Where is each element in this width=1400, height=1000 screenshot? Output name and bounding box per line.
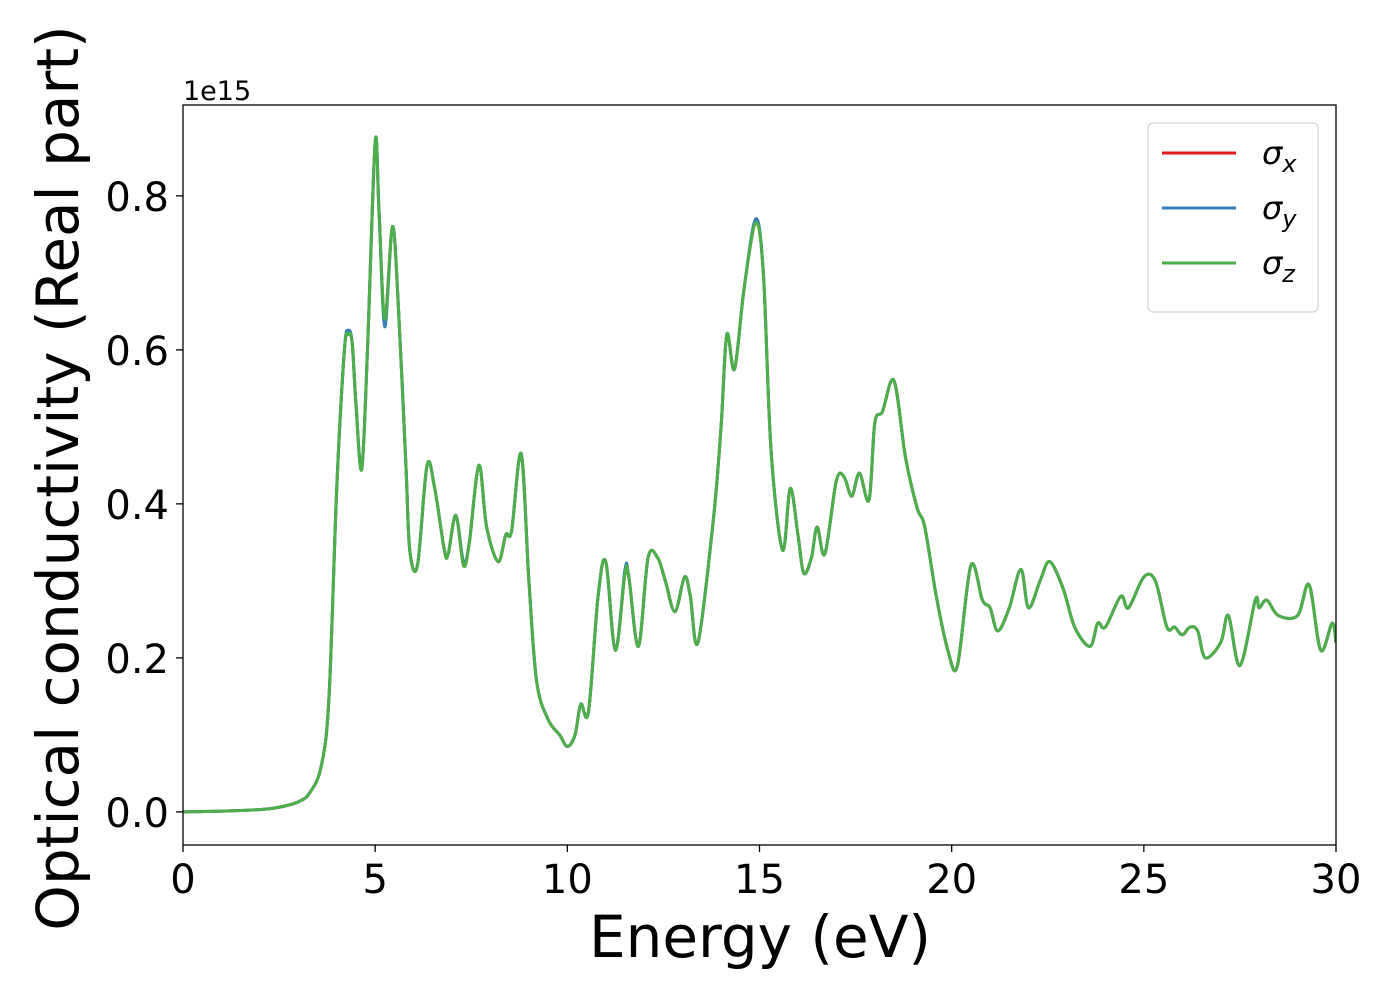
plot-frame [182,104,1337,846]
x-tick-label: 5 [362,857,387,903]
legend-label: σy [1262,189,1297,233]
legend-label: σx [1262,134,1297,178]
x-tick-label: 20 [926,857,977,903]
y-offset-label: 1e15 [183,76,251,107]
x-tick-label: 10 [542,857,593,903]
x-tick-label: 0 [170,857,195,903]
x-tick-label: 25 [1118,857,1169,903]
y-tick-label: 0.2 [105,637,169,683]
y-tick-label: 0.0 [105,791,169,837]
legend-box [1147,122,1319,313]
x-tick-label: 30 [1311,857,1362,903]
y-tick-label: 0.4 [105,483,169,529]
x-tick-label: 15 [734,857,785,903]
x-axis-label: Energy (eV) [589,903,931,971]
y-tick-label: 0.6 [105,329,169,375]
legend-label: σz [1262,244,1296,288]
data-line [183,135,1336,814]
y-axis-label: Optical conductivity (Real part) [24,25,92,930]
y-tick-label: 0.8 [105,175,169,221]
